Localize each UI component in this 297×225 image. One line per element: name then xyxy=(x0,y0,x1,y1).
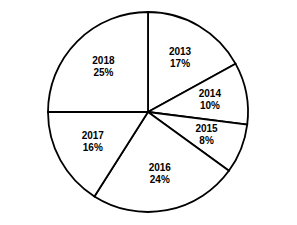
svg-text:201825%: 201825% xyxy=(92,55,115,78)
svg-text:201317%: 201317% xyxy=(169,46,192,69)
svg-text:201410%: 201410% xyxy=(199,88,222,111)
svg-text:20158%: 20158% xyxy=(195,123,218,146)
svg-text:201624%: 201624% xyxy=(149,162,172,185)
svg-text:201716%: 201716% xyxy=(82,130,105,153)
